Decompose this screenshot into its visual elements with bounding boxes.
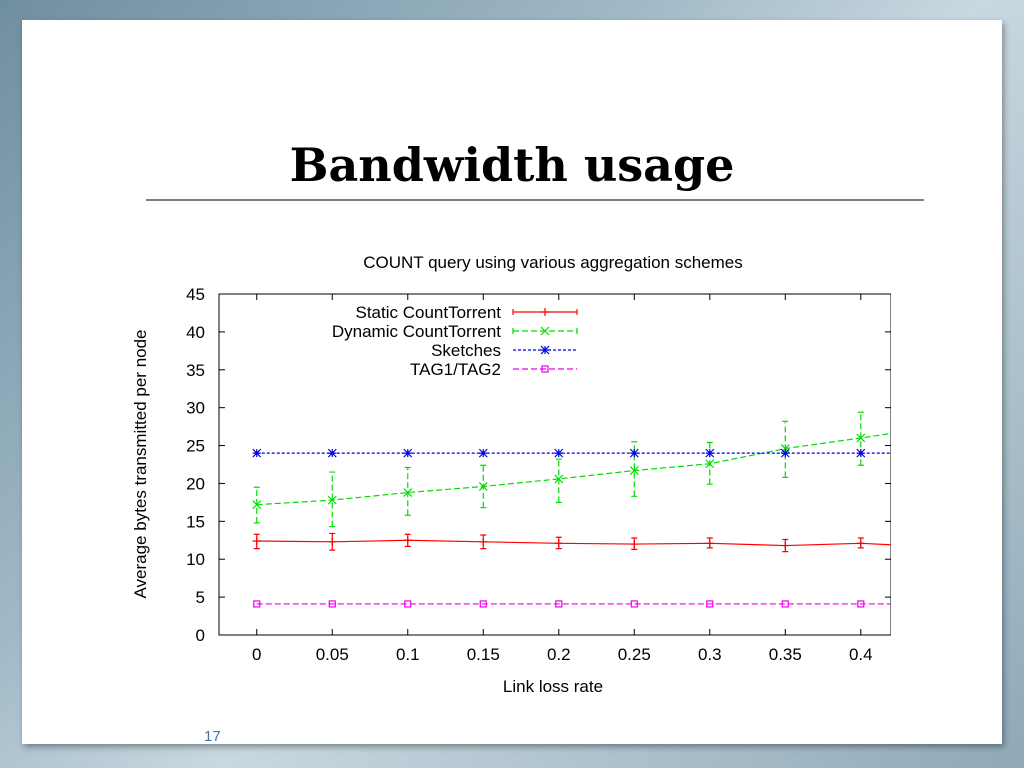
point-sketches <box>629 448 639 458</box>
slide: Bandwidth usage COUNT query using variou… <box>22 20 1002 745</box>
point-dynamic-counttorrent <box>403 488 413 497</box>
y-tick-label: 25 <box>186 437 205 456</box>
y-tick-label: 15 <box>186 512 205 531</box>
x-tick-label: 0.1 <box>396 645 420 664</box>
series-line-dynamic-counttorrent <box>256 432 891 506</box>
error-bar-dynamic-counttorrent <box>253 486 260 524</box>
point-static-counttorrent <box>856 539 865 548</box>
title-underline <box>146 199 924 201</box>
point-sketches <box>780 448 790 458</box>
x-tick-label: 0.35 <box>769 645 802 664</box>
chart-container: COUNT query using various aggregation sc… <box>125 241 891 698</box>
point-static-counttorrent <box>705 539 714 548</box>
point-static-counttorrent <box>781 541 790 550</box>
point-tag1-tag2 <box>781 600 789 608</box>
point-tag1-tag2 <box>253 600 261 608</box>
point-sketches <box>856 448 866 458</box>
y-tick-label: 40 <box>186 323 205 342</box>
point-static-counttorrent <box>328 537 337 546</box>
point-dynamic-counttorrent <box>252 500 262 510</box>
legend-label-dynamic-counttorrent: Dynamic CountTorrent <box>332 322 501 341</box>
y-tick-label: 45 <box>186 285 205 304</box>
y-tick-label: 0 <box>196 626 205 645</box>
point-sketches <box>554 448 564 458</box>
point-static-counttorrent <box>479 537 488 546</box>
point-sketches <box>705 448 715 458</box>
point-dynamic-counttorrent <box>327 495 337 505</box>
point-tag1-tag2 <box>857 600 865 608</box>
y-tick-label: 35 <box>186 361 205 380</box>
point-tag1-tag2 <box>706 600 714 608</box>
y-axis-label: Average bytes transmitted per node <box>131 329 150 598</box>
point-tag1-tag2 <box>630 600 638 608</box>
point-static-counttorrent <box>554 539 563 548</box>
point-tag1-tag2 <box>328 600 336 608</box>
slide-number: 17 <box>204 728 221 745</box>
point-dynamic-counttorrent <box>629 466 639 475</box>
point-tag1-tag2 <box>479 600 487 608</box>
point-dynamic-counttorrent <box>478 482 488 491</box>
y-tick-label: 30 <box>186 399 205 418</box>
error-bar-dynamic-counttorrent <box>555 458 562 503</box>
x-tick-label: 0 <box>252 645 261 664</box>
point-sketches <box>327 448 337 458</box>
legend-marker-tag1-tag2 <box>541 365 549 373</box>
legend-errcap-static-counttorrent <box>512 309 578 315</box>
y-tick-label: 5 <box>196 588 205 607</box>
point-static-counttorrent <box>630 540 639 549</box>
chart-title: COUNT query using various aggregation sc… <box>363 253 743 272</box>
point-sketches <box>478 448 488 458</box>
x-tick-label: 0.05 <box>316 645 349 664</box>
point-static-counttorrent <box>403 536 412 545</box>
slide-title: Bandwidth usage <box>289 138 735 192</box>
point-tag1-tag2 <box>555 600 563 608</box>
legend-label-tag1-tag2: TAG1/TAG2 <box>410 360 501 379</box>
point-dynamic-counttorrent <box>705 459 715 469</box>
x-tick-label: 0.25 <box>618 645 651 664</box>
error-bar-dynamic-counttorrent <box>404 466 411 516</box>
legend-label-static-counttorrent: Static CountTorrent <box>355 303 501 322</box>
y-tick-label: 10 <box>186 550 205 569</box>
legend-marker-sketches <box>540 345 550 355</box>
point-sketches <box>252 448 262 458</box>
point-static-counttorrent <box>252 537 261 546</box>
point-dynamic-counttorrent <box>554 474 564 484</box>
point-dynamic-counttorrent <box>856 433 866 443</box>
series-line-static-counttorrent <box>256 539 891 547</box>
legend-marker-dynamic-counttorrent <box>540 326 550 336</box>
error-bar-dynamic-counttorrent <box>857 411 864 466</box>
x-axis-label: Link loss rate <box>503 677 603 696</box>
point-sketches <box>403 448 413 458</box>
legend-label-sketches: Sketches <box>431 341 501 360</box>
legend-errcap-dynamic-counttorrent <box>512 328 578 334</box>
point-tag1-tag2 <box>404 600 412 608</box>
chart-svg: COUNT query using various aggregation sc… <box>131 253 891 696</box>
legend-marker-static-counttorrent <box>541 308 549 316</box>
y-tick-label: 20 <box>186 474 205 493</box>
x-tick-label: 0.4 <box>849 645 873 664</box>
x-tick-label: 0.2 <box>547 645 571 664</box>
plot-frame <box>218 293 891 636</box>
x-tick-label: 0.3 <box>698 645 722 664</box>
x-tick-label: 0.15 <box>467 645 500 664</box>
